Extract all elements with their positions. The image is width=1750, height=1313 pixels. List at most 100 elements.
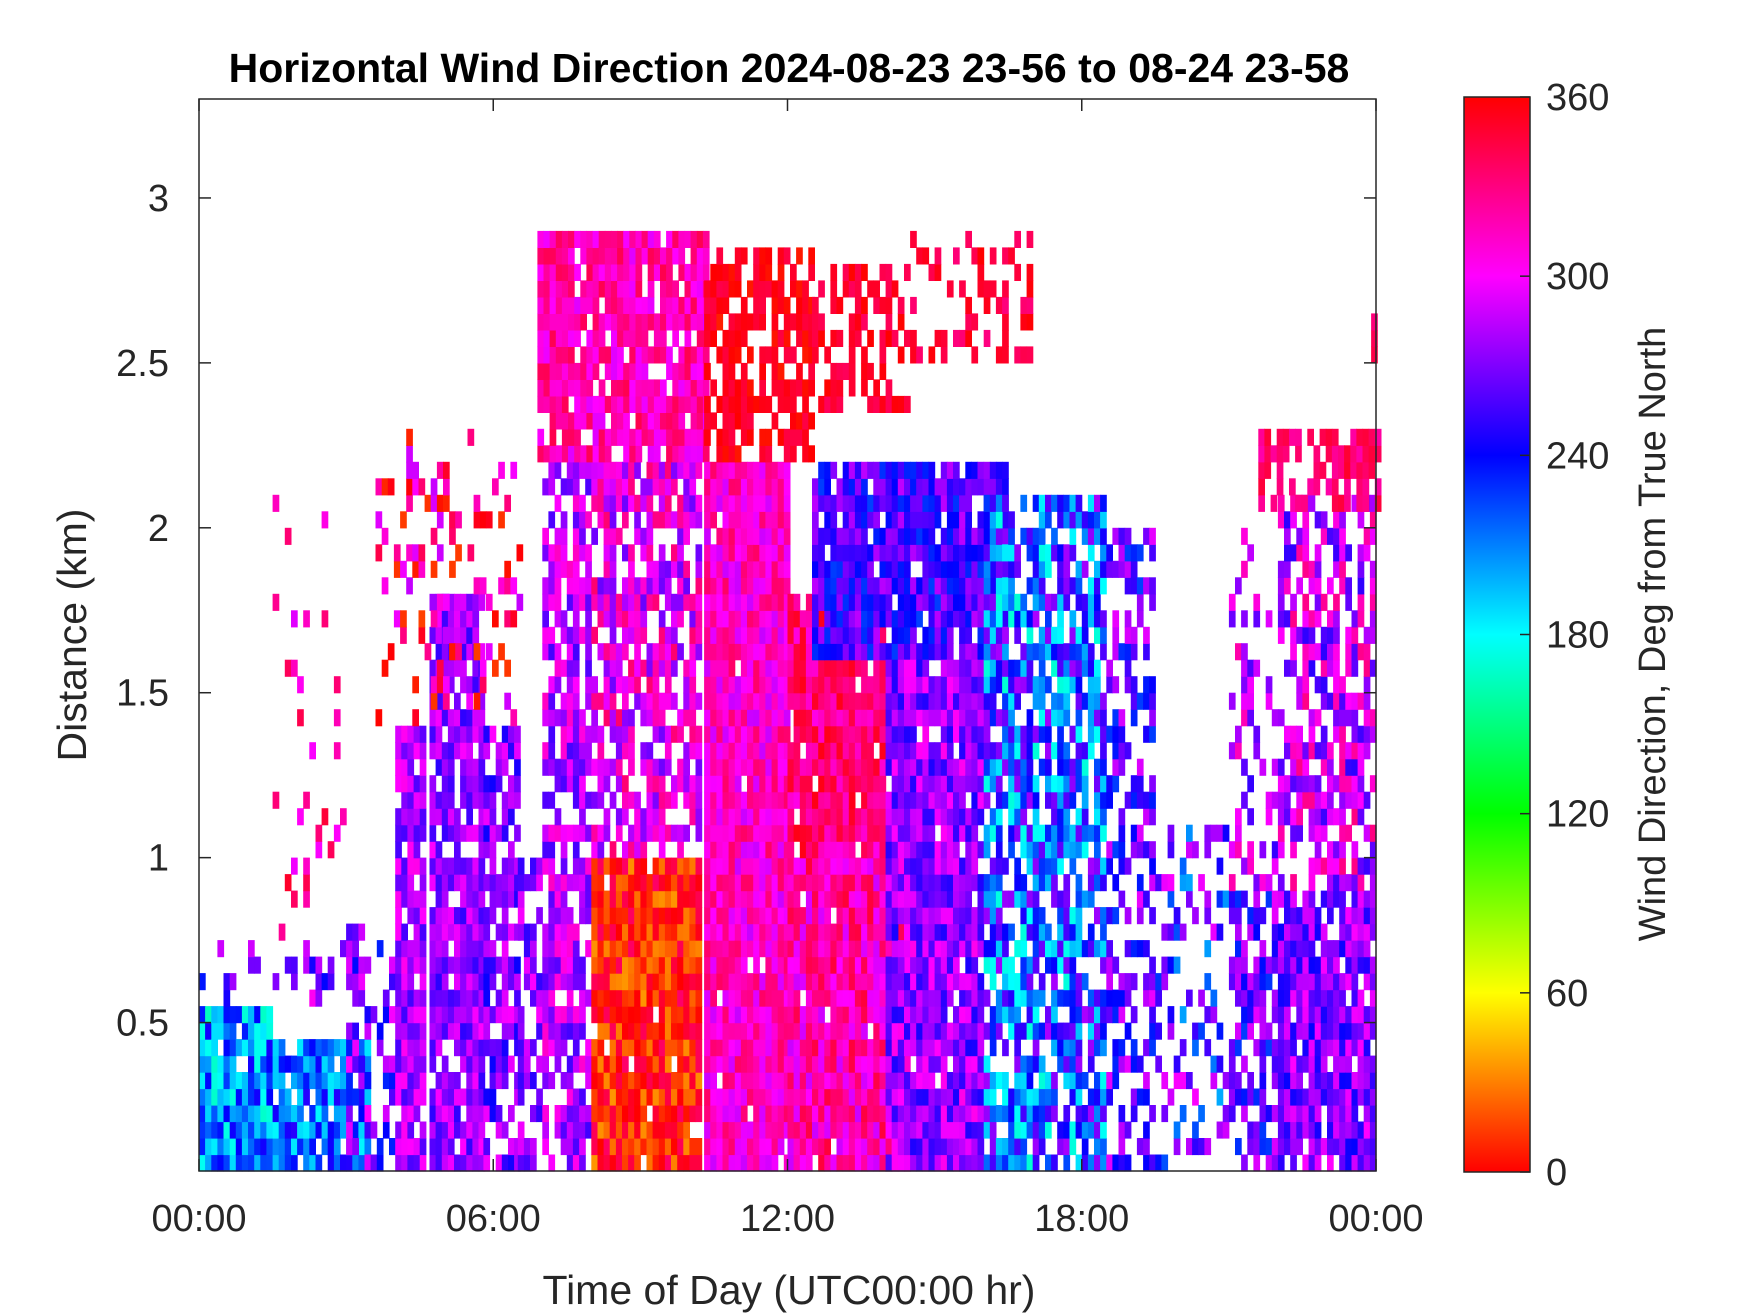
heatmap-cell — [346, 973, 353, 991]
heatmap-cell — [585, 692, 592, 710]
heatmap-cell — [603, 593, 611, 611]
heatmap-cell — [824, 956, 831, 974]
heatmap-cell — [848, 346, 856, 364]
heatmap-cell — [447, 610, 455, 628]
heatmap-cell — [805, 1022, 813, 1040]
heatmap-cell — [647, 280, 655, 298]
heatmap-cell — [916, 494, 923, 512]
heatmap-cell — [1014, 775, 1021, 793]
heatmap-cell — [671, 1006, 678, 1024]
heatmap-cell — [940, 626, 948, 644]
heatmap-cell — [223, 1055, 231, 1073]
heatmap-cell — [508, 973, 515, 991]
heatmap-cell — [922, 1154, 930, 1172]
heatmap-cell — [818, 742, 825, 760]
heatmap-cell — [861, 989, 868, 1007]
heatmap-cell — [728, 1022, 736, 1040]
heatmap-cell — [861, 1055, 868, 1073]
heatmap-cell — [971, 1039, 979, 1057]
heatmap-cell — [653, 263, 661, 281]
heatmap-cell — [364, 1022, 372, 1040]
heatmap-cell — [777, 742, 785, 760]
heatmap-cell — [765, 791, 773, 809]
heatmap-cell — [1063, 1154, 1071, 1172]
heatmap-cell — [710, 478, 717, 496]
heatmap-cell — [904, 544, 911, 562]
heatmap-cell — [303, 1088, 310, 1106]
heatmap-cell — [854, 544, 862, 562]
heatmap-cell — [510, 610, 518, 628]
heatmap-cell — [352, 1055, 359, 1073]
heatmap-cell — [677, 1088, 684, 1106]
heatmap-cell — [904, 1138, 911, 1156]
heatmap-cell — [664, 725, 672, 743]
heatmap-cell — [959, 775, 966, 793]
heatmap-cell — [489, 1105, 497, 1123]
heatmap-cell — [989, 610, 997, 628]
heatmap-cell — [818, 709, 825, 727]
heatmap-cell — [466, 1039, 473, 1057]
heatmap-cell — [229, 1105, 237, 1123]
heatmap-cell — [592, 428, 600, 446]
heatmap-cell — [689, 461, 697, 479]
heatmap-cell — [940, 841, 948, 859]
heatmap-cell — [716, 940, 724, 958]
heatmap-cell — [658, 1022, 666, 1040]
heatmap-cell — [628, 824, 635, 842]
heatmap-cell — [812, 874, 819, 892]
heatmap-cell — [460, 593, 467, 611]
heatmap-cell — [836, 808, 844, 826]
heatmap-cell — [753, 544, 760, 562]
heatmap-cell — [617, 362, 624, 380]
heatmap-cell — [953, 709, 960, 727]
heatmap-cell — [696, 280, 704, 298]
heatmap-cell — [812, 742, 819, 760]
heatmap-cell — [940, 956, 948, 974]
heatmap-cell — [460, 1154, 467, 1172]
heatmap-cell — [1069, 527, 1077, 545]
heatmap-cell — [1002, 1138, 1009, 1156]
heatmap-cell — [647, 445, 655, 463]
heatmap-cell — [561, 329, 569, 347]
heatmap-cell — [340, 1088, 347, 1106]
heatmap-cell — [818, 676, 825, 694]
heatmap-cell — [799, 758, 807, 776]
heatmap-cell — [443, 676, 450, 694]
heatmap-cell — [830, 692, 838, 710]
heatmap-cell — [965, 643, 972, 661]
heatmap-cell — [666, 362, 673, 380]
heatmap-cell — [695, 511, 703, 529]
heatmap-cell — [861, 907, 868, 925]
heatmap-cell — [728, 1055, 736, 1073]
heatmap-cell — [805, 956, 813, 974]
heatmap-cell — [916, 890, 923, 908]
heatmap-cell — [677, 1154, 684, 1172]
heatmap-cell — [548, 511, 556, 529]
heatmap-cell — [460, 857, 467, 875]
heatmap-cell — [617, 395, 624, 413]
heatmap-cell — [430, 494, 438, 512]
heatmap-cell — [916, 940, 923, 958]
heatmap-cell — [946, 791, 954, 809]
heatmap-cell — [759, 577, 766, 595]
heatmap-cell — [1063, 1072, 1071, 1090]
heatmap-cell — [854, 907, 862, 925]
heatmap-cell — [472, 1121, 480, 1139]
heatmap-cell — [1057, 494, 1064, 512]
heatmap-cell — [740, 890, 748, 908]
heatmap-cell — [946, 659, 954, 677]
heatmap-cell — [523, 1138, 531, 1156]
heatmap-cell — [419, 1072, 427, 1090]
heatmap-cell — [603, 890, 611, 908]
heatmap-cell — [579, 956, 586, 974]
heatmap-cell — [1020, 1105, 1028, 1123]
heatmap-cell — [429, 824, 437, 842]
heatmap-cell — [842, 956, 850, 974]
heatmap-cell — [609, 857, 617, 875]
heatmap-cell — [443, 478, 450, 496]
heatmap-cell — [796, 313, 803, 331]
heatmap-cell — [704, 494, 711, 512]
heatmap-cell — [628, 1121, 635, 1139]
heatmap-cell — [597, 1039, 605, 1057]
heatmap-cell — [1020, 758, 1028, 776]
